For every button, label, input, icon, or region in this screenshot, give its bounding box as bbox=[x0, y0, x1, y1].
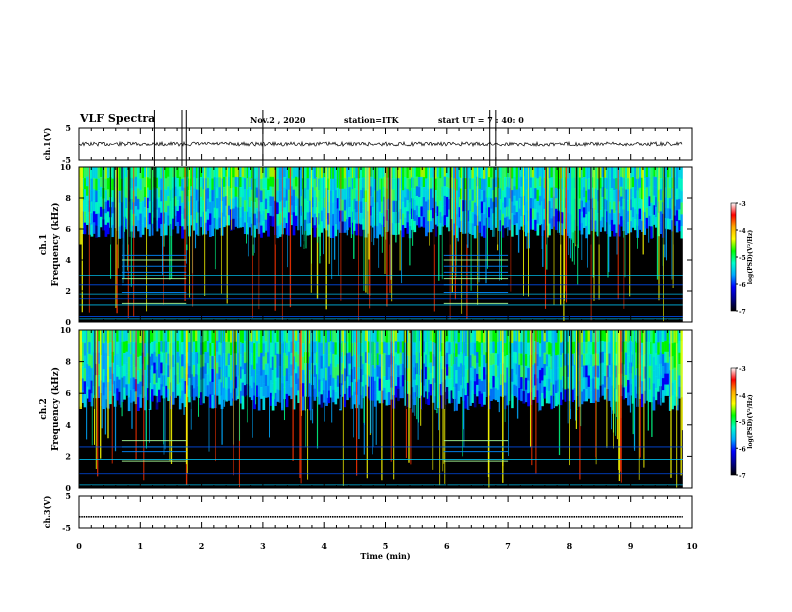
ch1-spectrogram-colorbar-tick: -5 bbox=[739, 255, 746, 262]
ch1-waveform-ytick-label: -5 bbox=[62, 155, 71, 165]
ch2-spectrogram-yticks bbox=[79, 329, 692, 489]
xaxis-tick-label: 4 bbox=[321, 541, 327, 551]
ch1-waveform-trace bbox=[78, 110, 683, 166]
ch1-waveform-ylabel: ch.1(V) bbox=[42, 127, 52, 160]
ch2-spectrogram-ytick-label: 8 bbox=[65, 357, 71, 367]
ch2-spectrogram-ytick-label: 0 bbox=[65, 483, 71, 493]
ch2-spectrogram-ytick-label: 2 bbox=[65, 451, 71, 461]
ch2-spectrogram-colorbar-tick: -3 bbox=[739, 366, 746, 373]
ch1-spectrogram-colorbar-tick: -4 bbox=[739, 228, 746, 235]
station-label: station=ITK bbox=[344, 115, 399, 125]
ch1-spectrogram-ytick-label: 0 bbox=[65, 317, 71, 327]
ch3-waveform-ytick-label: 5 bbox=[65, 491, 71, 501]
ch2-spectrogram-ytick-label: 10 bbox=[60, 325, 72, 335]
ch1-spectrogram-ytick-label: 2 bbox=[65, 286, 71, 296]
chart-title: VLF Spectra bbox=[80, 112, 156, 125]
xaxis-tick-label: 6 bbox=[444, 541, 450, 551]
ch1-spectrogram-colorbar bbox=[730, 202, 737, 312]
xaxis-tick-label: 10 bbox=[686, 541, 698, 551]
ch2-spectrogram-colorbar-tick: -7 bbox=[739, 473, 746, 480]
xaxis-label: Time (min) bbox=[360, 551, 410, 561]
ch1-spectrogram-ylabel-freq: Frequency (kHz) bbox=[50, 202, 61, 286]
ch2-spectrogram-xticks bbox=[78, 330, 693, 488]
ch2-spectrogram-ylabel-freq: Frequency (kHz) bbox=[50, 367, 61, 451]
ch1-spectrogram-xticks bbox=[78, 167, 693, 322]
ch3-waveform-ylabel: ch.3(V) bbox=[42, 495, 52, 528]
ch1-spectrogram-ytick-label: 8 bbox=[65, 193, 71, 203]
ch1-waveform-xticks bbox=[78, 128, 693, 160]
ch2-spectrogram-ytick-label: 6 bbox=[65, 388, 71, 398]
xaxis-tick-label: 3 bbox=[260, 541, 266, 551]
xaxis-tick-label: 0 bbox=[76, 541, 82, 551]
ch1-spectrogram-ytick-label: 6 bbox=[65, 224, 71, 234]
xaxis-tick-label: 5 bbox=[383, 541, 389, 551]
ch3-waveform-ytick-label: -5 bbox=[62, 523, 71, 533]
ch3-waveform-xticks bbox=[78, 496, 693, 528]
ch2-spectrogram-colorbar-tick: -6 bbox=[739, 446, 746, 453]
ch1-spectrogram-image bbox=[78, 167, 692, 322]
ch1-waveform-ytick-label: 5 bbox=[65, 123, 71, 133]
ch1-spectrogram-yticks bbox=[79, 166, 692, 323]
ch1-spectrogram-ytick-label: 10 bbox=[60, 162, 72, 172]
ch2-spectrogram-image bbox=[79, 330, 692, 488]
xaxis-tick-label: 9 bbox=[628, 541, 634, 551]
ch2-spectrogram-colorbar-label: log(PSD)(V²/Hz) bbox=[747, 394, 754, 449]
xaxis-tick-label: 2 bbox=[199, 541, 205, 551]
ch1-spectrogram-colorbar-tick: -6 bbox=[739, 282, 746, 289]
xaxis-tick-label: 1 bbox=[138, 541, 144, 551]
ch2-spectrogram-colorbar bbox=[730, 367, 737, 476]
ch2-spectrogram-colorbar-tick: -5 bbox=[739, 420, 746, 427]
ch2-spectrogram-ytick-label: 4 bbox=[65, 420, 71, 430]
xaxis-tick-label: 8 bbox=[567, 541, 573, 551]
ch1-spectrogram-colorbar-label: log(PSD)(V²/Hz) bbox=[747, 230, 754, 285]
recording-date: Nov.2 , 2020 bbox=[250, 115, 306, 125]
ch1-spectrogram-colorbar-tick: -3 bbox=[739, 201, 746, 208]
ch1-spectrogram-colorbar-tick: -7 bbox=[739, 309, 746, 316]
xaxis-tick-label: 7 bbox=[505, 541, 511, 551]
ch1-waveform-line bbox=[78, 140, 683, 148]
ch1-spectrogram-ylabel-channel: ch.1 bbox=[39, 234, 49, 255]
ch2-spectrogram-ylabel-channel: ch.2 bbox=[39, 398, 49, 419]
start-time-label: start UT = 7 : 40: 0 bbox=[438, 115, 524, 125]
ch1-spectrogram-ytick-label: 4 bbox=[65, 255, 71, 265]
ch2-spectrogram-colorbar-tick: -4 bbox=[739, 393, 746, 400]
